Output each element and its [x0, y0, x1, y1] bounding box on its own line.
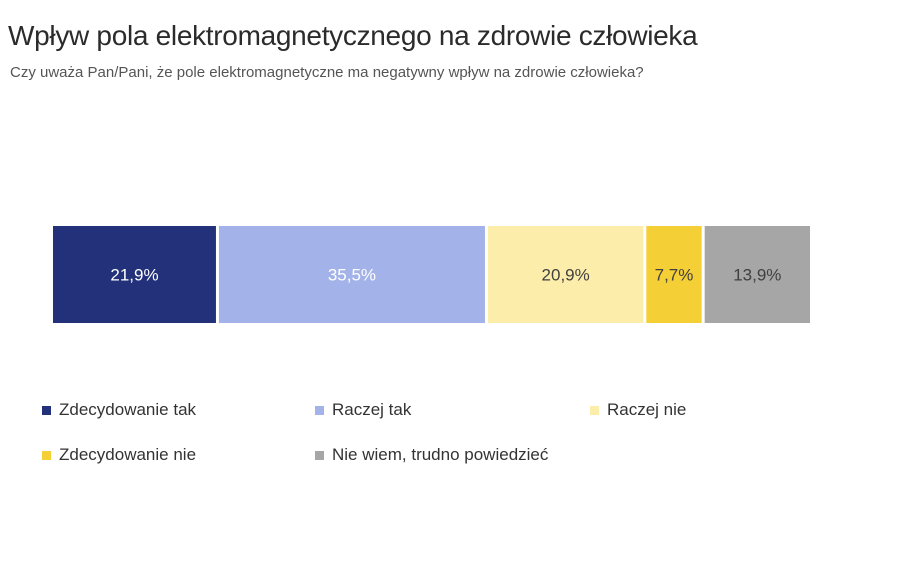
legend-swatch: [315, 405, 324, 415]
legend-swatch: [42, 405, 51, 415]
legend-label: Raczej tak: [332, 400, 412, 419]
chart-title: Wpływ pola elektromagnetycznego na zdrow…: [8, 20, 698, 51]
data-label: 7,7%: [655, 266, 694, 285]
bar-segment: [704, 226, 810, 323]
legend-label: Nie wiem, trudno powiedzieć: [332, 445, 549, 464]
legend-item: Raczej nie: [590, 400, 686, 420]
bar-segment: [218, 226, 485, 323]
bar-segment: [646, 226, 702, 323]
legend-item: Nie wiem, trudno powiedzieć: [315, 445, 548, 465]
legend-item: Raczej tak: [315, 400, 411, 420]
legend-swatch: [590, 405, 599, 415]
legend-swatch: [315, 450, 324, 460]
data-label: 21,9%: [110, 266, 158, 285]
chart-subtitle: Czy uważa Pan/Pani, że pole elektromagne…: [10, 64, 644, 81]
legend-label: Zdecydowanie nie: [59, 445, 197, 464]
data-label: 35,5%: [328, 266, 376, 285]
legend-item: Zdecydowanie tak: [42, 400, 196, 420]
data-label: 20,9%: [542, 266, 590, 285]
legend-swatch: [42, 450, 51, 460]
bar-segment: [53, 226, 216, 323]
legend-label: Zdecydowanie tak: [59, 400, 197, 419]
legend-label: Raczej nie: [607, 400, 687, 419]
data-label: 13,9%: [733, 266, 781, 285]
legend-item: Zdecydowanie nie: [42, 445, 196, 465]
bar-segment: [487, 226, 644, 323]
